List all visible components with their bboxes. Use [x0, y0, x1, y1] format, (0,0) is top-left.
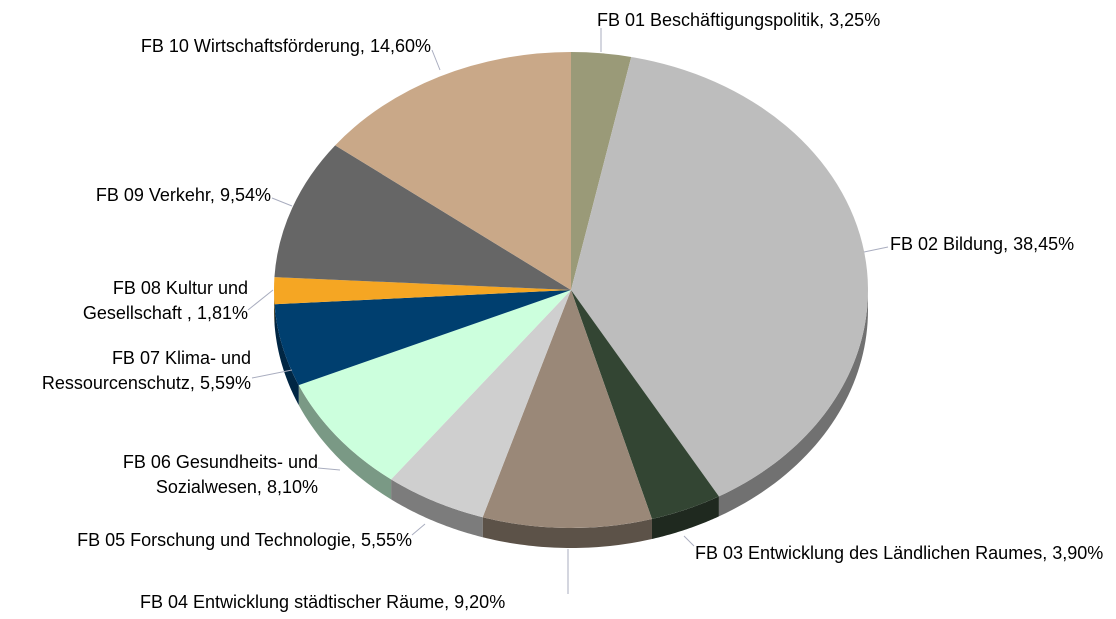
- category-label: FB 06 Gesundheits- und Sozialwesen,: [122, 452, 318, 497]
- slice: [482, 290, 652, 528]
- data-label: FB 02 Bildung, 38,45%: [890, 232, 1074, 257]
- category-label: FB 02 Bildung,: [890, 234, 1009, 254]
- value-label: 1,81%: [196, 303, 248, 323]
- slice: [298, 290, 571, 480]
- value-label: 14,60%: [369, 36, 431, 56]
- data-label: FB 04 Entwicklung städtischer Räume, 9,2…: [140, 590, 505, 615]
- data-label: FB 03 Entwicklung des Ländlichen Raumes,…: [695, 541, 1115, 566]
- slice-side: [274, 290, 275, 325]
- slice-side: [391, 479, 483, 538]
- leader-line: [411, 523, 426, 536]
- slice: [571, 56, 869, 497]
- slice-side: [718, 290, 868, 517]
- value-label: 3,25%: [829, 10, 881, 30]
- slice: [571, 52, 632, 290]
- slice: [335, 52, 571, 290]
- leader-line: [683, 535, 695, 547]
- data-label: FB 06 Gesundheits- und Sozialwesen, 8,10…: [78, 450, 318, 500]
- leader-lines: [247, 28, 889, 594]
- slice: [391, 290, 571, 518]
- value-label: 3,90%: [1052, 543, 1104, 563]
- category-label: FB 08 Kultur und Gesellschaft ,: [82, 278, 248, 323]
- leader-line: [271, 197, 293, 207]
- slice: [571, 290, 719, 519]
- data-label: FB 07 Klima- und Ressourcenschutz, 5,59%: [1, 346, 251, 396]
- slice: [274, 290, 571, 386]
- value-label: 5,59%: [199, 373, 251, 393]
- slice-side: [482, 517, 652, 548]
- data-label: FB 09 Verkehr, 9,54%: [96, 183, 271, 208]
- category-label: FB 09 Verkehr,: [95, 185, 215, 205]
- slices: [274, 52, 869, 548]
- value-label: 5,55%: [360, 530, 412, 550]
- data-label: FB 01 Beschäftigungspolitik, 3,25%: [597, 8, 880, 33]
- slice-side: [274, 304, 299, 406]
- leader-line: [247, 289, 274, 311]
- category-label: FB 01 Beschäftigungspolitik,: [597, 10, 825, 30]
- leader-line: [431, 49, 441, 71]
- value-label: 38,45%: [1013, 234, 1075, 254]
- value-label: 9,54%: [219, 185, 271, 205]
- slice: [274, 145, 571, 290]
- value-label: 9,20%: [454, 592, 506, 612]
- leader-line: [251, 369, 293, 379]
- slice-side: [651, 496, 719, 539]
- leader-line: [317, 467, 341, 471]
- category-label: FB 03 Entwicklung des Ländlichen Raumes,: [695, 543, 1048, 563]
- category-label: FB 04 Entwicklung städtischer Räume,: [140, 592, 450, 612]
- category-label: FB 05 Forschung und Technologie,: [77, 530, 356, 550]
- slice: [274, 277, 571, 305]
- data-label: FB 08 Kultur und Gesellschaft , 1,81%: [68, 276, 248, 326]
- value-label: 8,10%: [266, 477, 318, 497]
- data-label: FB 05 Forschung und Technologie, 5,55%: [77, 528, 412, 553]
- leader-line: [863, 246, 889, 253]
- slice-side: [298, 385, 392, 500]
- category-label: FB 10 Wirtschaftsförderung,: [140, 36, 365, 56]
- category-label: FB 07 Klima- und Ressourcenschutz,: [41, 348, 251, 393]
- data-label: FB 10 Wirtschaftsförderung, 14,60%: [141, 34, 431, 59]
